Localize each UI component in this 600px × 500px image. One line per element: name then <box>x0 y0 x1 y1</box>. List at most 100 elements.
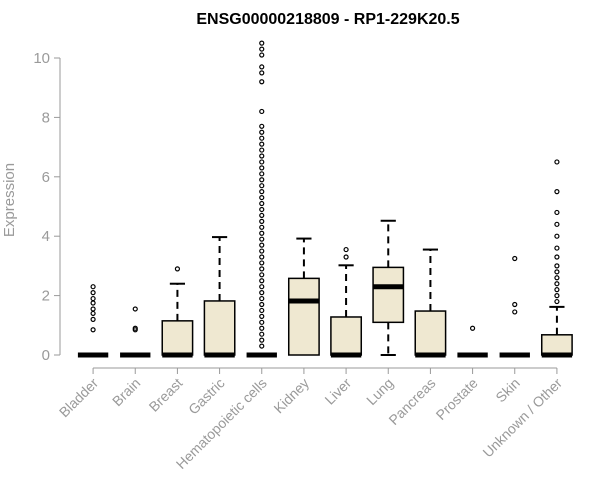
outlier-point <box>259 171 265 177</box>
outlier-point <box>90 327 96 333</box>
box-iqr <box>540 334 573 356</box>
outlier-point <box>343 254 349 260</box>
outlier-point <box>259 331 265 337</box>
outlier-point <box>259 189 265 195</box>
box-skin <box>499 255 530 358</box>
outlier-point <box>90 300 96 306</box>
outlier-point <box>343 246 349 253</box>
boxes-group <box>77 40 573 358</box>
outlier-point <box>259 212 265 219</box>
outlier-point <box>90 295 96 302</box>
outlier-point <box>554 287 560 293</box>
outlier-point <box>512 301 518 308</box>
outlier-point <box>259 266 265 272</box>
outlier-point <box>259 236 265 242</box>
outlier-point <box>259 135 265 141</box>
outlier-point <box>259 313 265 319</box>
box-lung <box>372 219 405 356</box>
outlier-point <box>259 319 265 325</box>
outlier-point <box>259 123 265 129</box>
box-iqr <box>287 277 320 356</box>
outlier-point <box>259 129 265 135</box>
box-iqr <box>161 320 194 356</box>
outlier-point <box>90 284 96 290</box>
outlier-point <box>90 290 96 296</box>
y-tick-label: 2 <box>42 288 50 305</box>
x-tick-label: Breast <box>146 375 186 415</box>
outlier-point <box>259 242 265 248</box>
x-tick-label: Kidney <box>270 375 312 417</box>
outlier-point <box>554 281 560 287</box>
outlier-point <box>512 255 518 262</box>
box-hematopoietic-cells <box>246 40 277 358</box>
y-tick-label: 10 <box>33 50 50 67</box>
outlier-point <box>259 272 265 278</box>
box-kidney <box>287 237 320 356</box>
outlier-point <box>554 245 560 251</box>
outlier-point <box>259 230 265 236</box>
outlier-point <box>90 306 96 312</box>
outlier-point <box>259 295 265 302</box>
outlier-point <box>259 218 265 224</box>
outlier-point <box>259 70 265 76</box>
outlier-point <box>554 298 560 305</box>
x-tick-label: Unknown / Other <box>479 375 565 461</box>
outlier-point <box>554 159 560 165</box>
x-tick-label: Pancreas <box>385 375 438 428</box>
box-brain <box>120 306 151 358</box>
outlier-point <box>174 266 181 272</box>
outlier-point <box>259 248 265 254</box>
y-tick-label: 0 <box>42 347 50 364</box>
outlier-point <box>259 183 265 189</box>
outlier-point <box>259 141 265 147</box>
y-tick-label: 6 <box>42 169 50 186</box>
outlier-point <box>259 284 265 290</box>
outlier-point <box>259 40 265 46</box>
outlier-point <box>259 79 265 85</box>
box-iqr <box>414 310 447 356</box>
outlier-point <box>132 325 138 331</box>
outlier-point <box>554 221 560 227</box>
x-tick-label: Brain <box>109 375 143 409</box>
outlier-point <box>554 189 560 195</box>
chart-title: ENSG00000218809 - RP1-229K20.5 <box>196 11 459 28</box>
outlier-point <box>259 260 265 266</box>
box-gastric <box>203 236 236 358</box>
x-tick-label: Liver <box>321 375 354 408</box>
box-unknown-other <box>540 159 573 358</box>
outlier-point <box>259 343 265 349</box>
outlier-point <box>554 233 560 239</box>
outlier-point <box>259 64 265 70</box>
outlier-point <box>554 293 560 299</box>
outlier-point <box>259 206 265 213</box>
outlier-point <box>259 177 265 183</box>
outlier-point <box>554 263 560 269</box>
box-liver <box>330 246 363 358</box>
outlier-point <box>259 325 265 331</box>
x-tick-label: Prostate <box>433 375 481 423</box>
box-iqr <box>203 300 236 356</box>
outlier-point <box>259 147 265 153</box>
outlier-point <box>259 46 265 52</box>
y-tick-label: 8 <box>42 109 50 126</box>
box-iqr <box>372 266 405 324</box>
outlier-point <box>259 108 265 115</box>
outlier-point <box>132 306 138 312</box>
outlier-point <box>554 275 560 281</box>
outlier-point <box>259 200 265 207</box>
outlier-point <box>90 316 96 322</box>
outlier-point <box>259 153 265 159</box>
outlier-point <box>259 254 265 260</box>
outlier-point <box>90 310 96 317</box>
outlier-point <box>259 194 265 201</box>
outlier-point <box>259 301 265 308</box>
outlier-point <box>469 325 476 331</box>
outlier-point <box>259 290 265 296</box>
y-axis-label: Expression <box>1 163 18 237</box>
outlier-point <box>259 337 265 343</box>
outlier-point <box>259 52 265 58</box>
y-axis: 0 2 4 6 8 10 <box>33 50 61 364</box>
box-breast <box>161 266 194 358</box>
